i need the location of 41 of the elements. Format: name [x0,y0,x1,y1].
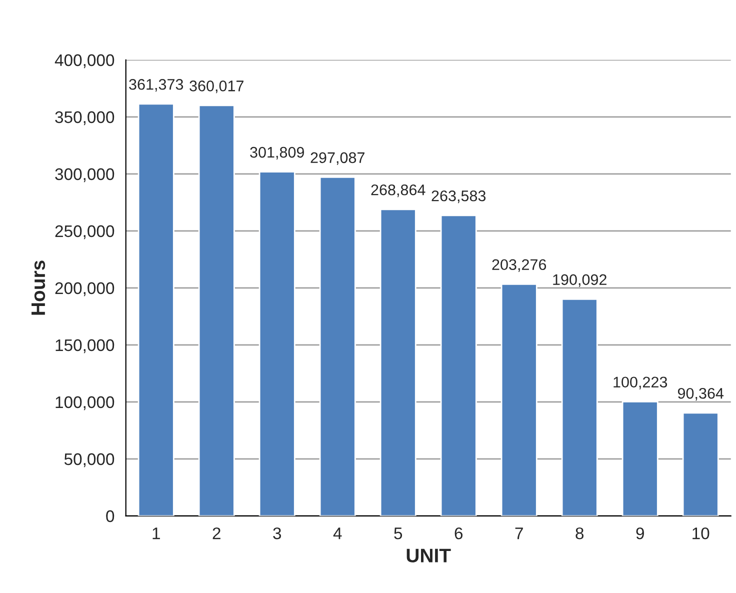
x-tick-label: 7 [515,528,523,540]
x-tick-label: 8 [576,527,584,540]
y-tick-label: 250,000 [55,225,114,240]
data-label: 301,809 [250,146,304,160]
bar [622,400,658,516]
y-tick-label: 0 [106,510,114,522]
y-tick-label: 100,000 [56,396,114,410]
bar [380,208,416,516]
x-tick-label: 1 [152,528,160,540]
bar [561,298,598,516]
y-tick-label: 400,000 [54,54,114,68]
x-tick-label: 4 [333,528,342,540]
x-axis-title: UNIT [406,548,451,562]
x-tick-label: 5 [394,528,402,540]
x-tick-label: 9 [636,527,644,540]
x-tick-label: 3 [273,527,282,540]
bar [319,176,356,516]
y-axis-title: Hours [32,260,46,315]
data-label: 203,276 [492,259,546,272]
y-tick-label: 50,000 [64,453,114,468]
x-tick-label: 10 [692,527,710,540]
x-tick-label: 2 [212,527,220,540]
y-tick-label: 300,000 [55,168,114,182]
x-tick-label: 6 [454,527,463,540]
data-label: 100,223 [614,376,668,390]
data-label: 361,373 [129,78,184,92]
data-label: 263,583 [432,190,486,204]
y-tick-label: 350,000 [55,111,114,126]
data-label: 360,017 [190,80,244,94]
y-tick-label: 150,000 [56,339,114,354]
bar [138,103,174,516]
data-label: 90,364 [678,388,724,401]
data-label: 297,087 [310,152,364,165]
bar [500,283,538,516]
bar [198,104,235,516]
bar [682,412,719,516]
bar [440,214,477,516]
y-tick-label: 200,000 [55,282,114,296]
bar [258,171,296,516]
data-label: 190,092 [553,274,606,287]
data-label: 268,864 [371,184,426,198]
